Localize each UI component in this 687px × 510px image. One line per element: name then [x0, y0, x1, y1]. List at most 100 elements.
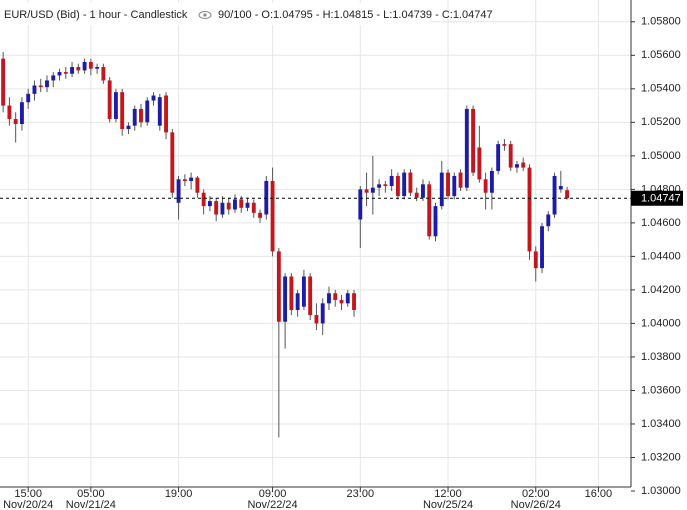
candle-body: [264, 180, 269, 215]
candle-body: [214, 201, 219, 215]
candle-body: [414, 192, 419, 198]
y-tick-label: 1.05000: [641, 150, 681, 162]
candle-body: [233, 199, 237, 210]
candle-body: [352, 293, 356, 311]
y-tick-label: 1.03400: [641, 418, 681, 430]
y-tick-label: 1.04200: [641, 284, 681, 296]
x-tick-label: 19:00: [165, 488, 193, 500]
candle-body: [565, 190, 570, 199]
candle-body: [76, 67, 81, 71]
candle-body: [370, 187, 375, 193]
candle-body: [45, 80, 49, 88]
candle-body: [189, 177, 194, 181]
candle-body: [251, 202, 256, 213]
header-bg: [0, 3, 430, 25]
candle-body: [345, 293, 350, 304]
candle-body: [527, 167, 532, 252]
y-tick-label: 1.04400: [641, 250, 681, 262]
x-tick-label: 16:00: [585, 488, 613, 500]
candle-body: [408, 172, 413, 193]
ohlc-info: 90/100 - O:1.04795 - H:1.04815 - L:1.047…: [218, 9, 493, 21]
candle-body: [327, 293, 331, 304]
candle-body: [19, 102, 24, 125]
candle-body: [145, 100, 150, 123]
candle-body: [546, 214, 551, 227]
candle-body: [1, 58, 6, 106]
candle-body: [195, 177, 200, 193]
candle-body: [239, 199, 244, 208]
last-price-box: [631, 190, 683, 206]
candle-body: [51, 75, 56, 81]
candle-body: [170, 132, 175, 193]
y-tick-label: 1.05200: [641, 116, 681, 128]
candle-body: [26, 93, 31, 103]
candle-body: [452, 175, 457, 197]
last-price-label: 1.04747: [641, 193, 681, 205]
candle-body: [439, 172, 444, 207]
candle-body: [32, 85, 37, 94]
candle-body: [283, 276, 288, 322]
candle-body: [157, 97, 162, 126]
candle-body: [339, 299, 344, 304]
candle-body: [82, 62, 87, 71]
x-tick-date: Nov/26/24: [511, 499, 561, 510]
y-tick-label: 1.05400: [641, 83, 681, 95]
candle-body: [508, 144, 513, 168]
x-tick-date: Nov/25/24: [423, 499, 473, 510]
candle-body: [308, 276, 313, 316]
candle-body: [7, 105, 12, 119]
candle-body: [533, 251, 538, 269]
x-tick-label: 05:00: [77, 488, 105, 500]
candle-body: [320, 303, 325, 324]
candle-body: [502, 144, 507, 146]
candle-body: [151, 95, 156, 101]
candle-body: [295, 293, 300, 311]
candle-body: [63, 72, 68, 74]
candle-body: [276, 251, 281, 322]
candle-body: [139, 108, 143, 123]
x-tick-date: Nov/20/24: [3, 499, 53, 510]
candle-body: [245, 202, 250, 208]
candle-body: [421, 184, 425, 198]
chart-title: EUR/USD (Bid) - 1 hour - Candlestick: [4, 9, 188, 21]
x-tick-date: Nov/21/24: [66, 499, 116, 510]
candle-body: [383, 184, 388, 187]
x-tick-label: 23:00: [347, 488, 375, 500]
candle-body: [226, 202, 231, 210]
candle-body: [38, 85, 43, 88]
candle-body: [201, 192, 206, 207]
candle-body: [521, 162, 526, 168]
candle-body: [126, 125, 131, 130]
y-tick-label: 1.04600: [641, 217, 681, 229]
candle-body: [364, 189, 369, 193]
candle-body: [132, 108, 137, 126]
y-tick-label: 1.03600: [641, 384, 681, 396]
candle-body: [446, 172, 450, 197]
candle-body: [358, 189, 363, 220]
candle-body: [95, 67, 100, 69]
eye-icon: [198, 11, 212, 19]
x-tick-date: Nov/22/24: [247, 499, 297, 510]
x-tick-label: 12:00: [434, 488, 462, 500]
candle-body: [471, 108, 476, 173]
candle-body: [13, 118, 18, 125]
candle-body: [107, 80, 112, 119]
candle-body: [301, 276, 306, 307]
candle-body: [540, 226, 544, 269]
candle-body: [377, 184, 382, 188]
candle-body: [333, 293, 338, 300]
candle-body: [258, 212, 262, 218]
candle-body: [57, 72, 62, 76]
x-tick-label: 09:00: [259, 488, 287, 500]
y-tick-label: 1.05600: [641, 49, 681, 61]
candle-body: [433, 206, 438, 237]
candle-body: [289, 276, 294, 311]
candle-body: [176, 179, 181, 203]
y-tick-label: 1.03800: [641, 351, 681, 363]
candle-body: [489, 170, 494, 193]
candle-body: [88, 62, 93, 69]
candle-body: [458, 172, 463, 188]
candle-body: [220, 202, 225, 215]
